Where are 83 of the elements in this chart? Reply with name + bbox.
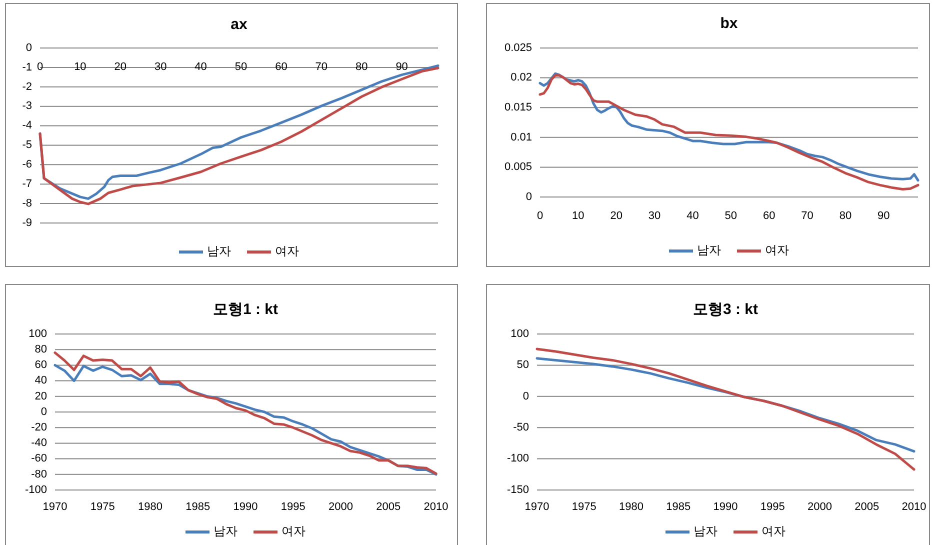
y-tick-label: -80 [31,468,47,480]
y-tick-label: -5 [22,139,32,152]
y-tick-label: -20 [31,422,47,434]
legend-label: 남자 [697,243,721,258]
y-tick-label: -1 [22,61,32,74]
chart-title: 모형1 : kt [212,300,278,318]
chart-title: bx [720,14,738,32]
y-tick-label: 0 [526,190,532,203]
x-tick-label: 30 [648,210,661,222]
x-tick-label: 20 [610,210,622,222]
x-tick-label: 1985 [186,500,210,513]
x-tick-label: 2000 [328,500,353,513]
x-tick-label: 2010 [902,500,926,513]
legend-label: 남자 [214,524,238,538]
x-tick-label: 90 [878,210,890,222]
y-tick-label: -2 [22,80,32,93]
x-tick-label: 70 [315,60,328,73]
x-tick-label: 2000 [808,500,832,513]
legend-label: 여자 [762,524,786,538]
x-tick-label: 70 [801,210,814,222]
y-tick-label: -7 [22,178,32,190]
x-tick-label: 1975 [90,500,115,513]
y-tick-label: -100 [24,484,47,496]
y-tick-label: 0.025 [504,42,532,54]
y-tick-label: -150 [506,484,529,496]
y-tick-label: 20 [34,390,47,402]
x-tick-label: 90 [396,60,408,73]
x-tick-label: 1980 [619,500,644,513]
legend-label: 남자 [207,244,231,258]
x-tick-label: 80 [839,210,852,222]
y-tick-label: 40 [34,374,47,387]
y-tick-label: -8 [22,197,32,210]
x-tick-label: 1990 [713,500,738,513]
x-tick-label: 1975 [572,500,596,513]
y-tick-label: -40 [31,437,47,450]
legend-label: 남자 [694,524,718,538]
x-tick-label: 20 [114,60,127,73]
x-tick-label: 2010 [424,500,448,513]
x-tick-label: 1990 [233,500,258,513]
chart-title: ax [230,16,248,33]
y-tick-label: 0.005 [504,161,532,174]
x-tick-label: 40 [194,60,207,73]
y-tick-label: 80 [34,344,47,356]
y-tick-label: 0 [26,42,32,54]
x-tick-label: 1970 [524,500,550,513]
x-tick-label: 1985 [666,500,691,513]
y-tick-label: -6 [22,158,32,171]
y-tick-label: 100 [510,328,529,340]
x-tick-label: 0 [536,210,544,222]
y-tick-label: 0.01 [510,131,532,144]
legend-label: 여자 [275,244,299,258]
y-tick-label: -100 [506,452,529,465]
x-tick-label: 1995 [760,500,785,513]
x-tick-label: 60 [275,60,288,73]
x-tick-label: 10 [572,210,584,222]
x-tick-label: 30 [154,60,167,73]
y-tick-label: 50 [516,359,529,372]
x-tick-label: 60 [762,210,776,222]
y-tick-label: -50 [513,422,529,434]
x-tick-label: 10 [74,60,86,73]
x-tick-label: 1970 [42,500,68,513]
line-series [536,348,916,471]
x-tick-label: 50 [724,210,738,222]
y-tick-label: -60 [31,452,47,465]
chart-title: 모형3 : kt [692,300,758,318]
x-tick-label: 2005 [376,500,401,513]
x-tick-label: 2005 [854,500,880,513]
x-tick-label: 40 [686,210,699,222]
y-tick-label: -3 [22,100,32,112]
legend-label: 여자 [282,524,306,538]
y-tick-label: -4 [22,120,32,132]
legend-label: 여자 [765,243,789,258]
x-tick-label: 1980 [138,500,162,513]
y-tick-label: 0.015 [504,102,532,114]
y-tick-label: -9 [22,216,32,229]
x-tick-label: 80 [355,60,368,73]
y-tick-label: 60 [34,359,47,372]
y-tick-label: 0.02 [510,72,532,84]
y-tick-label: 100 [28,328,47,340]
y-tick-label: 0 [40,406,47,418]
y-tick-label: 0 [522,390,529,402]
x-tick-label: 50 [234,60,248,73]
x-tick-label: 1995 [280,500,306,513]
